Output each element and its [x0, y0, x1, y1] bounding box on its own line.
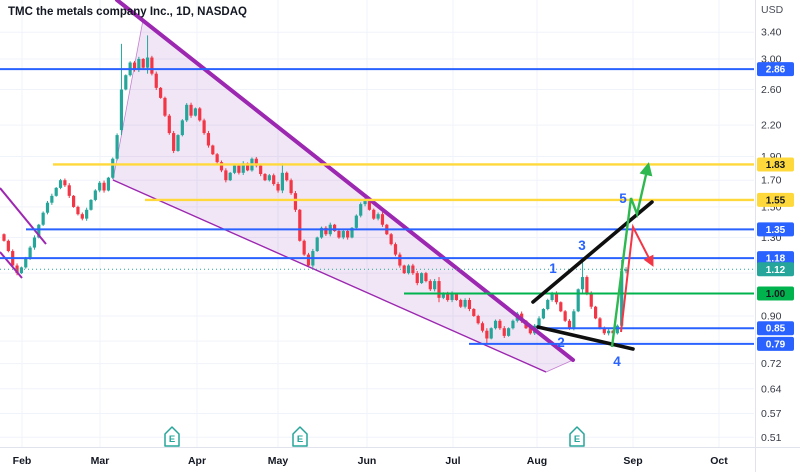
svg-text:1.55: 1.55	[766, 195, 786, 206]
svg-text:1.00: 1.00	[766, 289, 786, 300]
bottom-axis-area[interactable]	[0, 448, 800, 472]
price-label-1.55[interactable]: 1.55	[757, 192, 794, 207]
channel-upper-trendline[interactable]	[115, 0, 575, 362]
left-trendline-2[interactable]	[0, 251, 23, 279]
x-month-label-jul[interactable]: Jul	[445, 455, 460, 467]
left-trendline-1[interactable]	[0, 187, 47, 245]
wave-label-3[interactable]: 3	[578, 238, 586, 253]
y-tick-label: 1.70	[761, 175, 782, 187]
wave-label-5[interactable]: 5	[619, 191, 627, 206]
svg-text:E: E	[169, 434, 175, 445]
y-tick-label: 3.00	[761, 53, 782, 65]
wave-label-1[interactable]: 1	[549, 261, 557, 276]
y-tick-label: 3.40	[761, 27, 782, 39]
price-label-1.18[interactable]: 1.18	[757, 251, 794, 266]
y-tick-label: 2.20	[761, 120, 782, 132]
y-tick-label: 0.90	[761, 310, 782, 322]
x-month-label-oct[interactable]: Oct	[710, 455, 728, 467]
y-tick-label: 0.72	[761, 358, 782, 370]
price-label-0.79[interactable]: 0.79	[757, 336, 794, 351]
x-month-label-feb[interactable]: Feb	[13, 455, 32, 467]
svg-text:E: E	[297, 434, 303, 445]
earnings-icon[interactable]: E	[569, 426, 585, 447]
svg-text:0.85: 0.85	[766, 324, 786, 335]
symbol-title[interactable]: TMC the metals company Inc., 1D, NASDAQ	[8, 6, 247, 18]
channel-lower-trendline[interactable]	[112, 179, 547, 373]
x-month-label-mar[interactable]: Mar	[91, 455, 110, 467]
price-label-0.85[interactable]: 0.85	[757, 321, 794, 336]
earnings-icon[interactable]: E	[292, 426, 308, 447]
price-label-1.35[interactable]: 1.35	[757, 222, 794, 237]
y-tick-label: 2.60	[761, 84, 782, 96]
x-month-label-apr[interactable]: Apr	[188, 455, 206, 467]
earnings-icon[interactable]: E	[164, 426, 180, 447]
black-trendline-1[interactable]	[531, 200, 654, 304]
svg-text:E: E	[574, 434, 580, 445]
x-month-label-may[interactable]: May	[268, 455, 289, 467]
y-tick-label: 0.51	[761, 432, 782, 444]
svg-text:0.79: 0.79	[766, 339, 786, 350]
descending-channel-fill[interactable]	[112, 19, 574, 373]
black-trendline-2[interactable]	[536, 325, 635, 351]
price-label-2.86[interactable]: 2.86	[757, 62, 794, 77]
last-price-label: 1.12	[757, 262, 794, 277]
y-tick-label: 0.57	[761, 408, 782, 420]
svg-text:1.12: 1.12	[766, 265, 786, 276]
projected-down-arrow[interactable]	[620, 223, 654, 333]
x-month-label-jun[interactable]: Jun	[358, 455, 377, 467]
svg-text:1.18: 1.18	[766, 254, 786, 265]
x-month-label-sep[interactable]: Sep	[623, 455, 642, 467]
svg-text:1.83: 1.83	[766, 160, 786, 171]
price-label-1.83[interactable]: 1.83	[757, 157, 794, 172]
price-label-1.00[interactable]: 1.00	[757, 286, 794, 301]
y-tick-label: 0.64	[761, 383, 782, 395]
x-month-label-aug[interactable]: Aug	[527, 455, 547, 467]
svg-text:2.86: 2.86	[766, 65, 786, 76]
currency-unit-label: USD	[761, 4, 784, 16]
svg-text:1.35: 1.35	[766, 225, 786, 236]
projected-up-arrow[interactable]	[610, 162, 653, 348]
wave-label-2[interactable]: 2	[557, 335, 565, 350]
wave-label-4[interactable]: 4	[613, 354, 621, 369]
